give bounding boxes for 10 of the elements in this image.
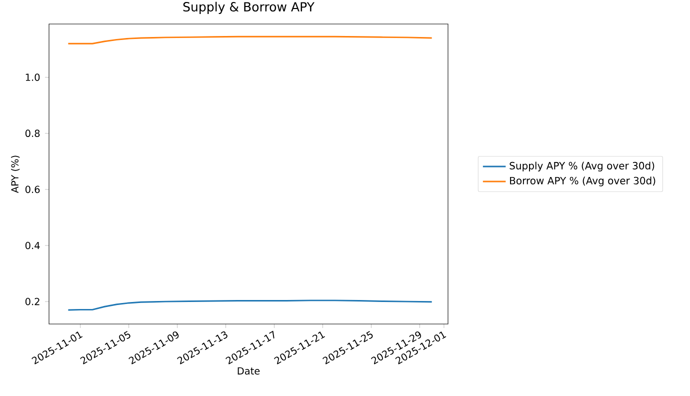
y-tick-label: 0.6 — [25, 186, 40, 194]
legend-label: Supply APY % (Avg over 30d) — [510, 162, 654, 172]
y-tick-label: 1.0 — [26, 74, 40, 81]
x-axis-title: Date — [238, 367, 260, 375]
y-tick-label: 0.2 — [25, 298, 40, 306]
legend-label: Borrow APY % (Avg over 30d) — [510, 176, 656, 186]
y-tick-label: 0.8 — [25, 130, 40, 138]
y-tick-label: 0.4 — [25, 242, 40, 250]
y-axis-title: APY (%) — [11, 156, 20, 194]
chart-title: Supply & Borrow APY — [183, 2, 315, 14]
